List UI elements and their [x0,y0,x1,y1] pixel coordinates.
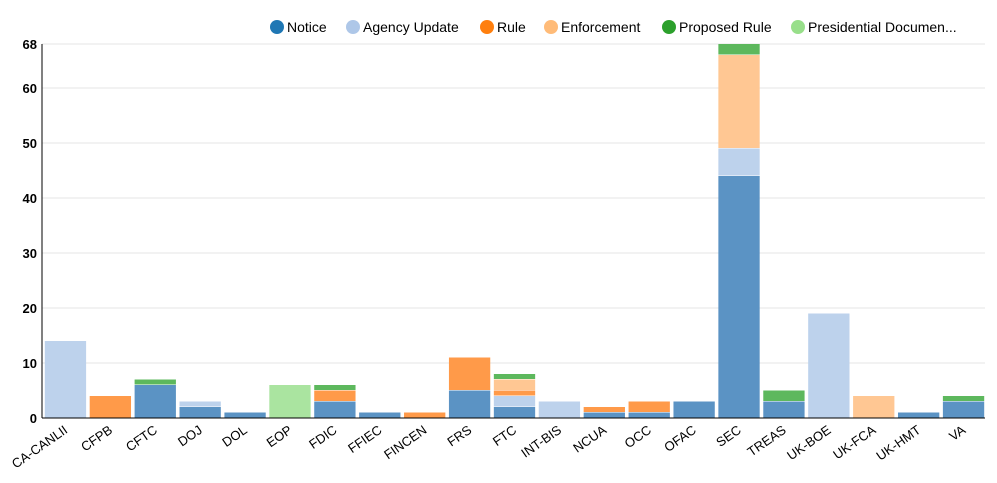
y-tick-label: 10 [23,356,37,371]
chart-axes [41,44,985,419]
legend-item-proposed-rule[interactable]: Proposed Rule [662,19,772,35]
legend-label: Rule [497,19,526,35]
bar-segment-rule[interactable] [314,390,356,402]
x-axis-ticks: CA-CANLII CFPB CFTC DOJ DOL EOP FDIC FFIECFINCE… [9,422,969,471]
bar-segment-rule[interactable] [404,412,446,418]
bar-segment-enforcement[interactable] [718,55,760,148]
y-tick-label: 60 [23,81,37,96]
bar-segment-agency-update[interactable] [538,401,581,418]
y-tick-label: 30 [23,246,37,261]
bar-segment-notice[interactable] [314,401,356,418]
x-tick-label: DOJ [175,422,205,449]
legend-label: Notice [287,19,327,35]
bar-segment-notice[interactable] [628,412,670,418]
bar-segment-proposed-rule[interactable] [134,379,176,385]
y-gridlines [42,43,985,364]
y-tick-label: 68 [23,37,37,52]
x-tick-label: OCC [622,422,654,451]
legend-label: Proposed Rule [679,19,772,35]
bar-segment-proposed-rule[interactable] [314,385,356,390]
bar-segment-notice[interactable] [448,390,491,418]
y-tick-label: 20 [23,301,37,316]
bar-segment-agency-update[interactable] [44,341,87,418]
x-tick-label: UK-BOE [784,422,834,463]
bar-segment-agency-update[interactable] [179,401,221,407]
bar-segment-notice[interactable] [179,407,221,418]
bar-segment-enforcement[interactable] [493,379,536,391]
bar-segment-notice[interactable] [718,176,760,418]
legend-item-enforcement[interactable]: Enforcement [544,19,640,35]
x-tick-label: FFIEC [345,422,384,456]
x-tick-label: NCUA [570,422,609,456]
x-tick-label: DOL [219,422,250,450]
x-tick-label: UK-FCA [830,422,879,462]
y-tick-label: 50 [23,136,37,151]
legend-item-notice[interactable]: Notice [270,19,327,35]
x-tick-label: CFTC [123,422,160,454]
y-tick-label: 0 [30,411,37,426]
x-tick-label: EOP [264,422,295,450]
bar-segment-notice[interactable] [134,385,176,418]
bar-segment-proposed-rule[interactable] [763,390,805,402]
x-tick-label: FRS [444,422,474,449]
legend-swatch [791,20,805,34]
legend-swatch [662,20,676,34]
x-tick-label: FDIC [306,422,339,452]
x-tick-label: OFAC [661,422,699,455]
bar-segment-presidential-document[interactable] [269,385,311,418]
chart-legend[interactable]: Notice Agency Update Rule Enforcement Propos… [270,19,957,35]
bar-segment-rule[interactable] [493,390,536,396]
bar-segment-rule[interactable] [89,396,132,418]
bar-segment-proposed-rule[interactable] [942,396,985,401]
legend-label: Agency Update [363,19,459,35]
bar-series-group [44,44,985,418]
bar-segment-enforcement[interactable] [853,396,895,418]
bar-segment-rule[interactable] [583,407,625,412]
bar-segment-notice[interactable] [359,412,401,418]
bar-segment-notice[interactable] [224,412,266,418]
legend-swatch [346,20,360,34]
bar-segment-notice[interactable] [897,412,940,418]
bar-segment-notice[interactable] [583,412,625,418]
y-axis-ticks: 0 10 20 30 40 50 60 68 [23,37,37,426]
bar-segment-proposed-rule[interactable] [718,44,760,55]
bar-segment-notice[interactable] [763,401,805,418]
y-tick-label: 40 [23,191,37,206]
legend-item-rule[interactable]: Rule [480,19,526,35]
x-tick-label: VA [946,422,968,444]
bar-segment-notice[interactable] [673,401,715,418]
legend-label: Enforcement [561,19,640,35]
legend-swatch [270,20,284,34]
bar-segment-notice[interactable] [942,401,985,418]
x-tick-label: INT-BIS [518,422,564,461]
legend-item-agency-update[interactable]: Agency Update [346,19,459,35]
bar-segment-rule[interactable] [448,357,491,391]
bar-segment-proposed-rule[interactable] [493,374,536,379]
legend-swatch [544,20,558,34]
legend-swatch [480,20,494,34]
x-tick-label: FTC [490,422,519,449]
bar-segment-rule[interactable] [628,401,670,413]
x-tick-label: UK-HMT [873,422,923,463]
legend-item-presidential-document[interactable]: Presidential Documen... [791,19,957,35]
x-tick-label: CFPB [78,422,115,454]
bar-segment-notice[interactable] [493,407,536,418]
x-tick-label: CA-CANLII [9,422,70,471]
legend-label: Presidential Documen... [808,19,957,35]
x-tick-label: TREAS [745,422,789,459]
bar-segment-agency-update[interactable] [493,396,536,407]
bar-segment-agency-update[interactable] [808,313,850,418]
bar-segment-agency-update[interactable] [718,148,760,176]
x-tick-label: SEC [713,422,744,450]
x-tick-label: FINCEN [381,422,429,462]
